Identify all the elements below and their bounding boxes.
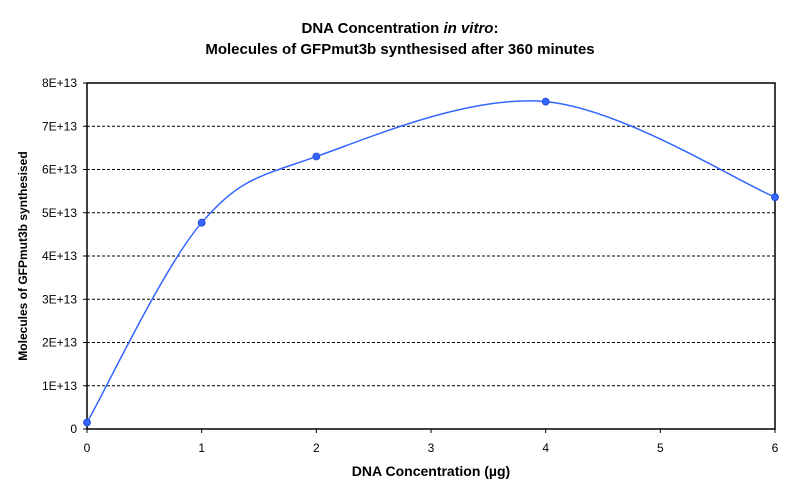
x-tick-label: 2	[313, 441, 320, 455]
data-point	[771, 193, 779, 202]
x-tick-label: 0	[84, 441, 91, 455]
title-italic-text: in vitro	[443, 20, 494, 37]
data-point	[541, 97, 550, 106]
x-tick-label: 4	[542, 441, 549, 455]
y-tick-label: 4E+13	[42, 249, 77, 263]
y-axis-label: Molecules of GFPmut3b synthesised	[16, 151, 30, 360]
data-point	[197, 218, 206, 227]
series-line	[86, 100, 776, 423]
x-tick-label: 1	[198, 441, 205, 455]
data-point	[83, 418, 91, 427]
y-tick-label: 1E+13	[42, 379, 77, 393]
x-tick-label: 3	[428, 441, 435, 455]
y-tick-label: 6E+13	[42, 163, 77, 177]
x-tick-label: 5	[657, 441, 664, 455]
data-point	[312, 152, 321, 161]
chart-title-line1: DNA Concentration in vitro:	[0, 18, 800, 39]
y-tick-label: 0	[70, 422, 77, 436]
y-tick-label: 2E+13	[42, 336, 77, 350]
title-text: DNA Concentration	[301, 20, 444, 37]
x-tick-label: 6	[772, 441, 779, 455]
y-tick-label: 5E+13	[42, 206, 77, 220]
title-suffix: :	[493, 20, 499, 37]
plot-area-border	[86, 82, 776, 430]
y-tick-label: 8E+13	[42, 76, 77, 90]
chart-title: DNA Concentration in vitro: Molecules of…	[0, 18, 800, 60]
y-tick-label: 7E+13	[42, 119, 77, 133]
y-tick-label: 3E+13	[42, 292, 77, 306]
x-axis-label: DNA Concentration (µg)	[352, 463, 510, 479]
chart-subtitle: Molecules of GFPmut3b synthesised after …	[205, 41, 595, 58]
